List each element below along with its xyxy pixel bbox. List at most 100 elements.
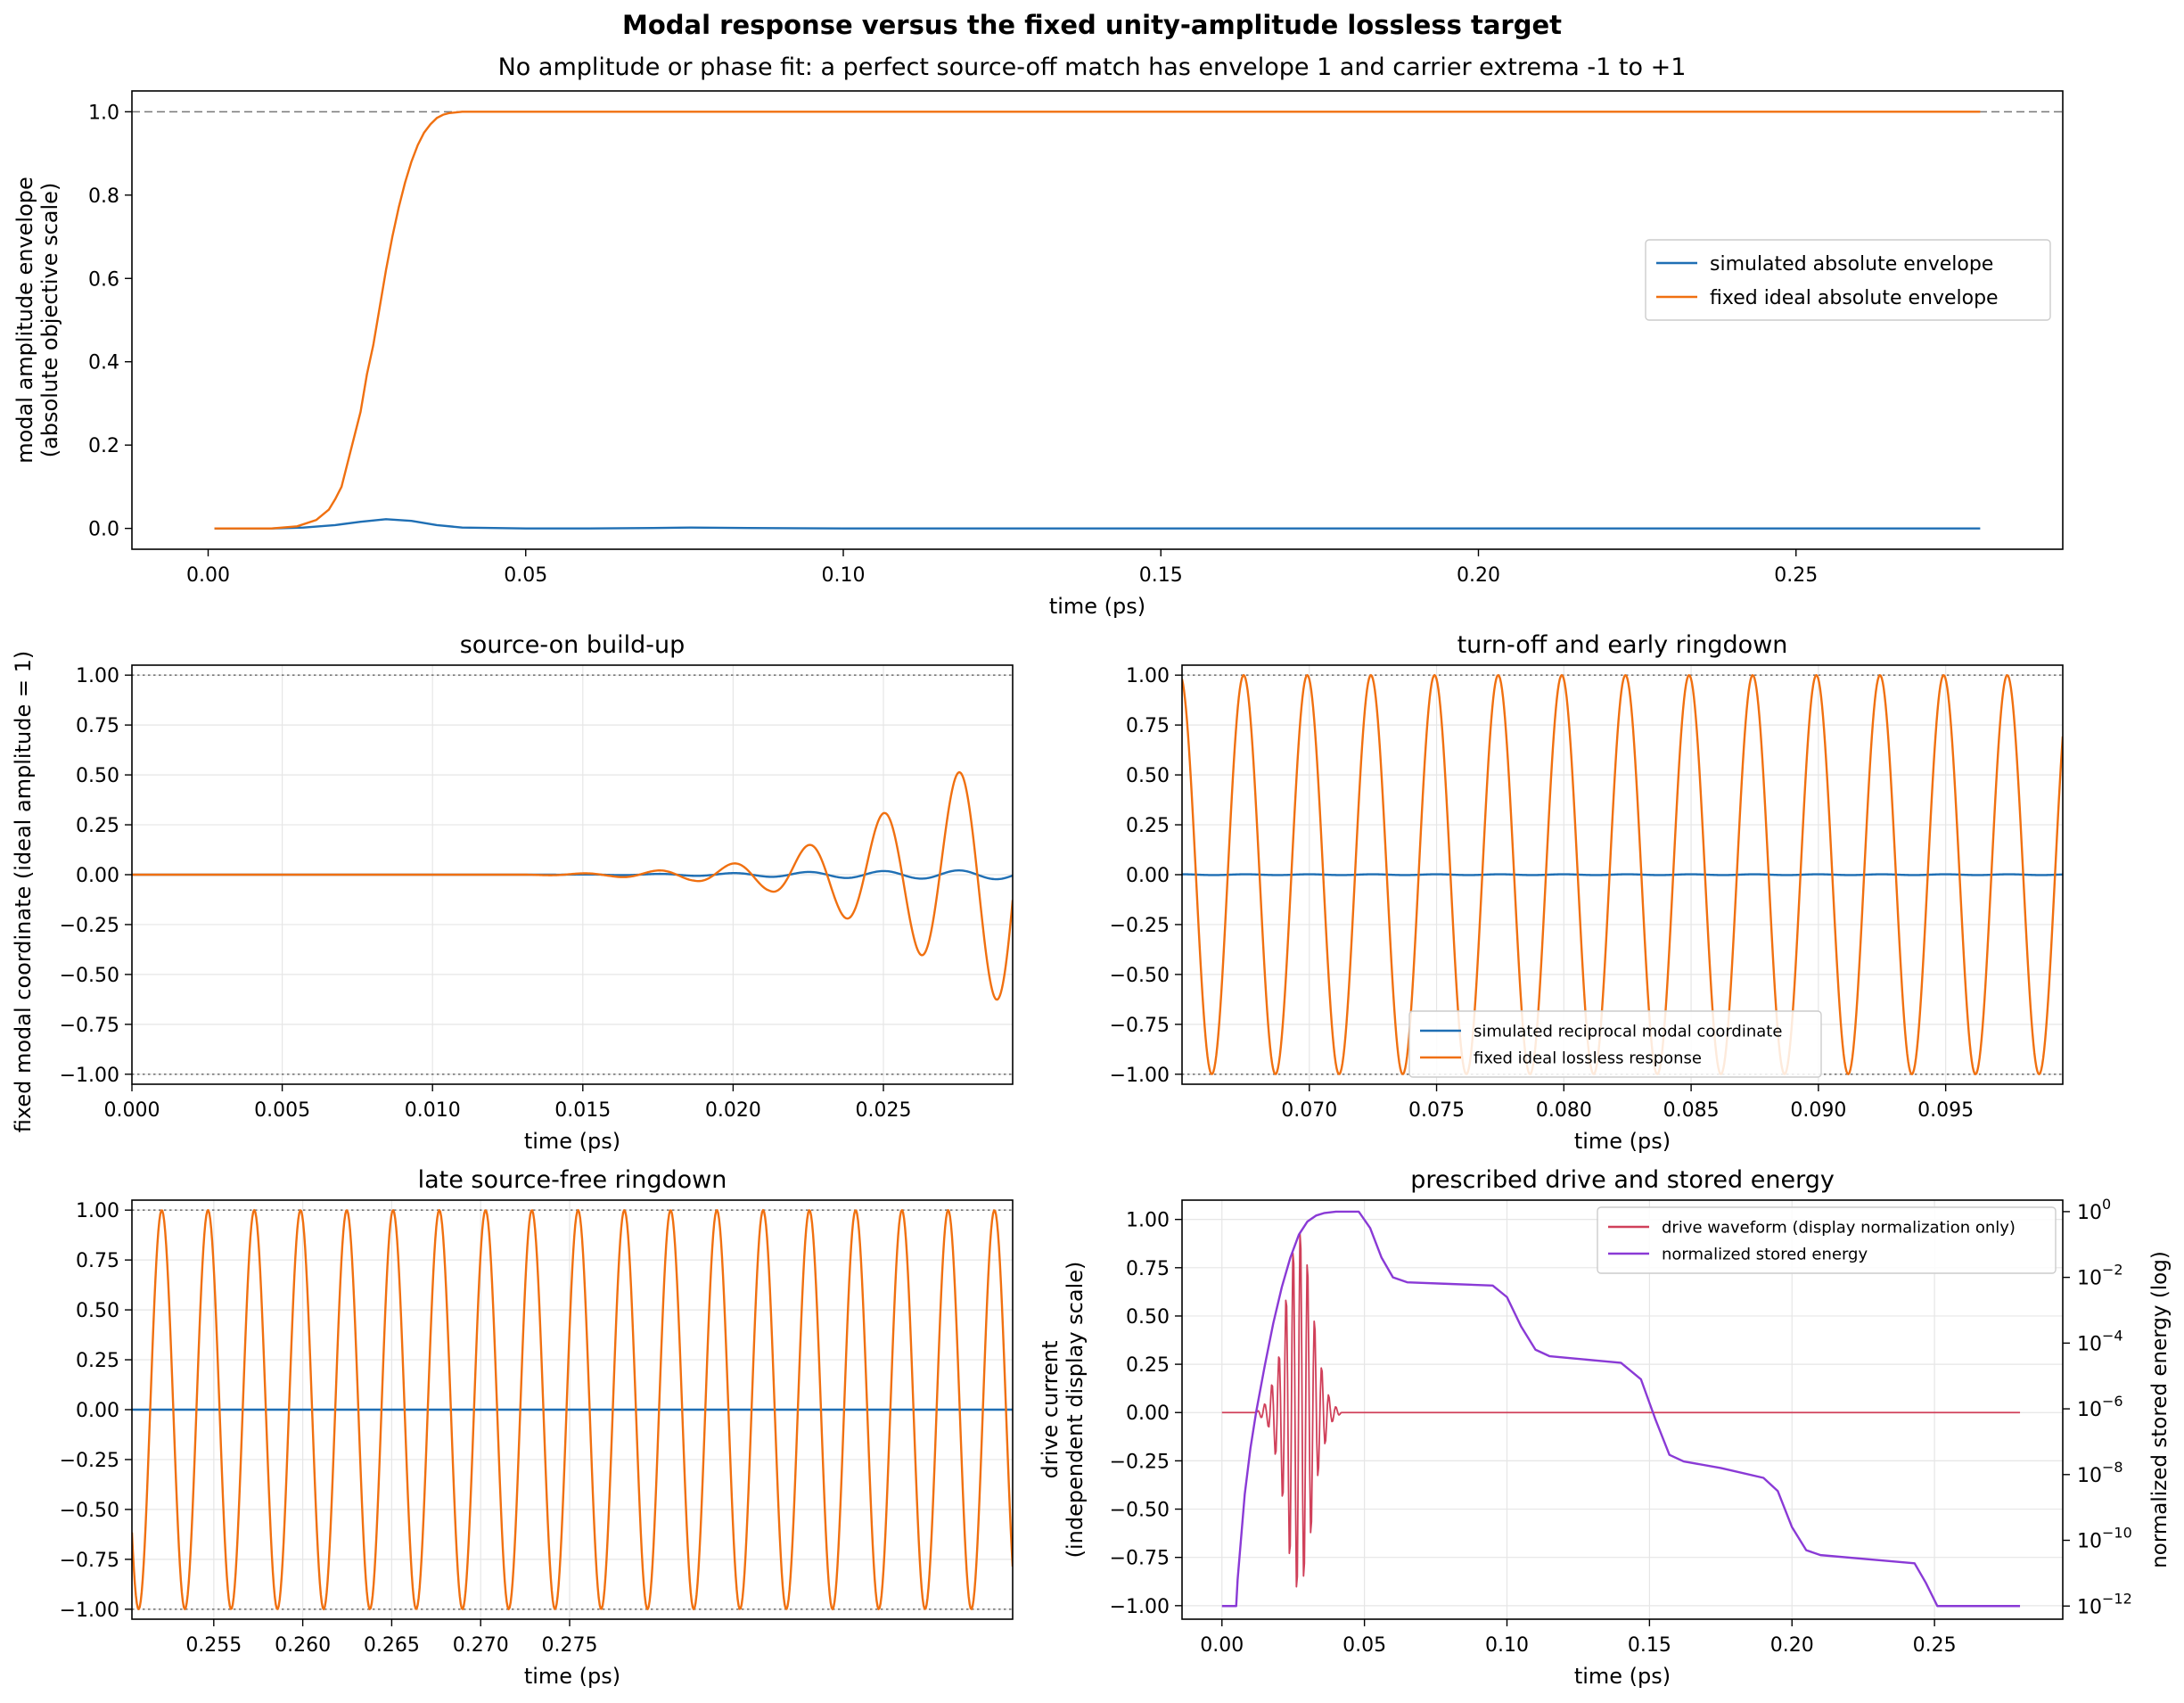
series-line-simulated [214,518,1981,530]
y2-tick-exponent: −4 [2102,1327,2123,1344]
x-tick-label: 0.275 [542,1634,598,1657]
x-tick-label: 0.20 [1770,1634,1814,1657]
y-tick-label: −0.50 [1110,965,1170,987]
y-tick-label: 0.75 [76,1250,119,1272]
series-group [214,111,1981,530]
legend-box [1645,239,2051,321]
y-tick-label: 0.4 [88,352,119,374]
x-tick-label: 0.095 [1917,1099,1974,1122]
y-tick-label: 0.50 [1126,1306,1170,1329]
x-tick-label: 0.000 [104,1099,160,1122]
y-tick-label: 0.00 [76,1400,119,1422]
y-tick-label: 0.75 [76,715,119,737]
x-tick-label: 0.080 [1536,1099,1592,1122]
figure-title: Modal response versus the fixed unity-am… [622,10,1562,40]
y-tick-label: 0.00 [1126,1403,1170,1425]
y-tick-label: 0.6 [88,268,119,291]
y-tick-label: −0.25 [60,915,119,937]
series-line-ideal [214,111,1981,530]
x-tick-label: 0.20 [1457,564,1500,587]
y-tick-label: −1.00 [1110,1596,1170,1618]
y2-tick-exponent: −6 [2102,1393,2123,1410]
y-tick-label: 0.25 [1126,1354,1170,1377]
legend-box [1597,1206,2057,1274]
panel-title: source-on build-up [460,631,686,659]
panel-title: late source-free ringdown [418,1166,727,1194]
legend: simulated absolute envelope fixed ideal a… [1645,239,2051,321]
y2-tick-exponent: −8 [2102,1459,2123,1476]
y-tick-label: −0.25 [1110,1451,1170,1473]
y-tick-label: −1.00 [60,1600,119,1622]
y-tick-label: 0.50 [76,765,119,787]
x-tick-label: 0.15 [1139,564,1183,587]
y-tick-label: 0.50 [76,1300,119,1322]
y-tick-label: 0.00 [76,865,119,887]
series-line-ideal [132,1208,1013,1611]
y-tick-label: 1.00 [1126,1210,1170,1232]
y-tick-label: 0.0 [88,519,119,541]
panel-early: 0.070 0.075 0.080 0.085 0.090 0.095 −1.00 −0.75… [1110,631,2064,1154]
y2-axis-label: normalized stored energy (log) [2148,1251,2172,1568]
y-tick-label: 0.75 [1126,1258,1170,1280]
y-tick-label: 0.25 [76,815,119,837]
panel-drive: 0.00 0.05 0.10 0.15 0.20 0.25 −1.00 −0.75 −0.50 −… [1038,1166,2172,1689]
x-tick-label: 0.00 [1200,1634,1244,1657]
panel-envelope: 0.00 0.05 0.10 0.15 0.20 0.25 0.0 0.2 0.4 0.6 0.8 1… [12,90,2064,619]
x-axis-label: time (ps) [1574,1129,1671,1154]
y2-tick-exponent: −10 [2102,1525,2132,1542]
series-line-simulated [1182,873,2063,876]
legend: drive waveform (display normalization on… [1597,1206,2057,1274]
x-tick-label: 0.05 [504,564,547,587]
legend-label: simulated absolute envelope [1710,253,1993,276]
y-tick-label: −0.75 [1110,1015,1170,1037]
panel-late: 0.255 0.260 0.265 0.270 0.275 −1.00 −0.75 −0.50… [60,1166,1014,1689]
y-tick-label: −0.75 [60,1015,119,1037]
x-axis-label: time (ps) [524,1664,620,1689]
y-axis-label-line: (independent display scale) [1063,1262,1088,1559]
y-tick-label: 0.25 [76,1350,119,1372]
y-tick-label: 0.8 [88,185,119,208]
x-tick-label: 0.10 [822,564,866,587]
x-tick-label: 0.265 [364,1634,420,1657]
y2-tick-exponent: 0 [2102,1196,2111,1213]
y-tick-label: 0.50 [1126,765,1170,787]
shared-ylabel: fixed modal coordinate (ideal amplitude … [11,651,36,1132]
x-tick-label: 0.25 [1774,564,1818,587]
panel-title: turn-off and early ringdown [1457,631,1788,659]
y-tick-label: −0.25 [60,1450,119,1472]
legend: simulated reciprocal modal coordinate fix… [1408,1010,1822,1078]
y-tick-label: −1.00 [1110,1065,1170,1087]
series-group [132,1208,1013,1611]
series-line-ideal [1182,673,2063,1075]
x-tick-label: 0.00 [186,564,230,587]
y-tick-label: −1.00 [60,1065,119,1087]
legend-label: drive waveform (display normalization on… [1662,1218,2016,1237]
x-tick-label: 0.025 [856,1099,912,1122]
x-tick-label: 0.005 [254,1099,310,1122]
x-tick-label: 0.270 [453,1634,509,1657]
y2-tick-exponent: −12 [2102,1590,2132,1607]
y-axis-label-line: drive current [1038,1341,1063,1479]
legend-label: normalized stored energy [1662,1245,1868,1263]
y-tick-label: −0.50 [1110,1500,1170,1522]
axes-frame [1181,1199,2064,1620]
x-tick-label: 0.075 [1408,1099,1465,1122]
x-tick-label: 0.25 [1913,1634,1957,1657]
x-tick-label: 0.05 [1342,1634,1386,1657]
x-tick-label: 0.085 [1663,1099,1720,1122]
x-tick-label: 0.020 [705,1099,761,1122]
y-tick-label: 1.00 [76,665,119,687]
series-line-energy [1221,1210,2021,1608]
legend-label: fixed ideal lossless response [1474,1049,1702,1067]
legend-label: simulated reciprocal modal coordinate [1474,1022,1782,1041]
x-tick-label: 0.090 [1790,1099,1846,1122]
axes-frame [131,90,2064,550]
y-axis-label-line: (absolute objective scale) [37,183,62,458]
series-group [1182,673,2063,1075]
x-tick-label: 0.015 [554,1099,611,1122]
series-line-drive [1221,1232,2021,1588]
x-tick-label: 0.15 [1628,1634,1671,1657]
x-axis-label: time (ps) [524,1129,620,1154]
x-axis-label: time (ps) [1049,594,1145,619]
